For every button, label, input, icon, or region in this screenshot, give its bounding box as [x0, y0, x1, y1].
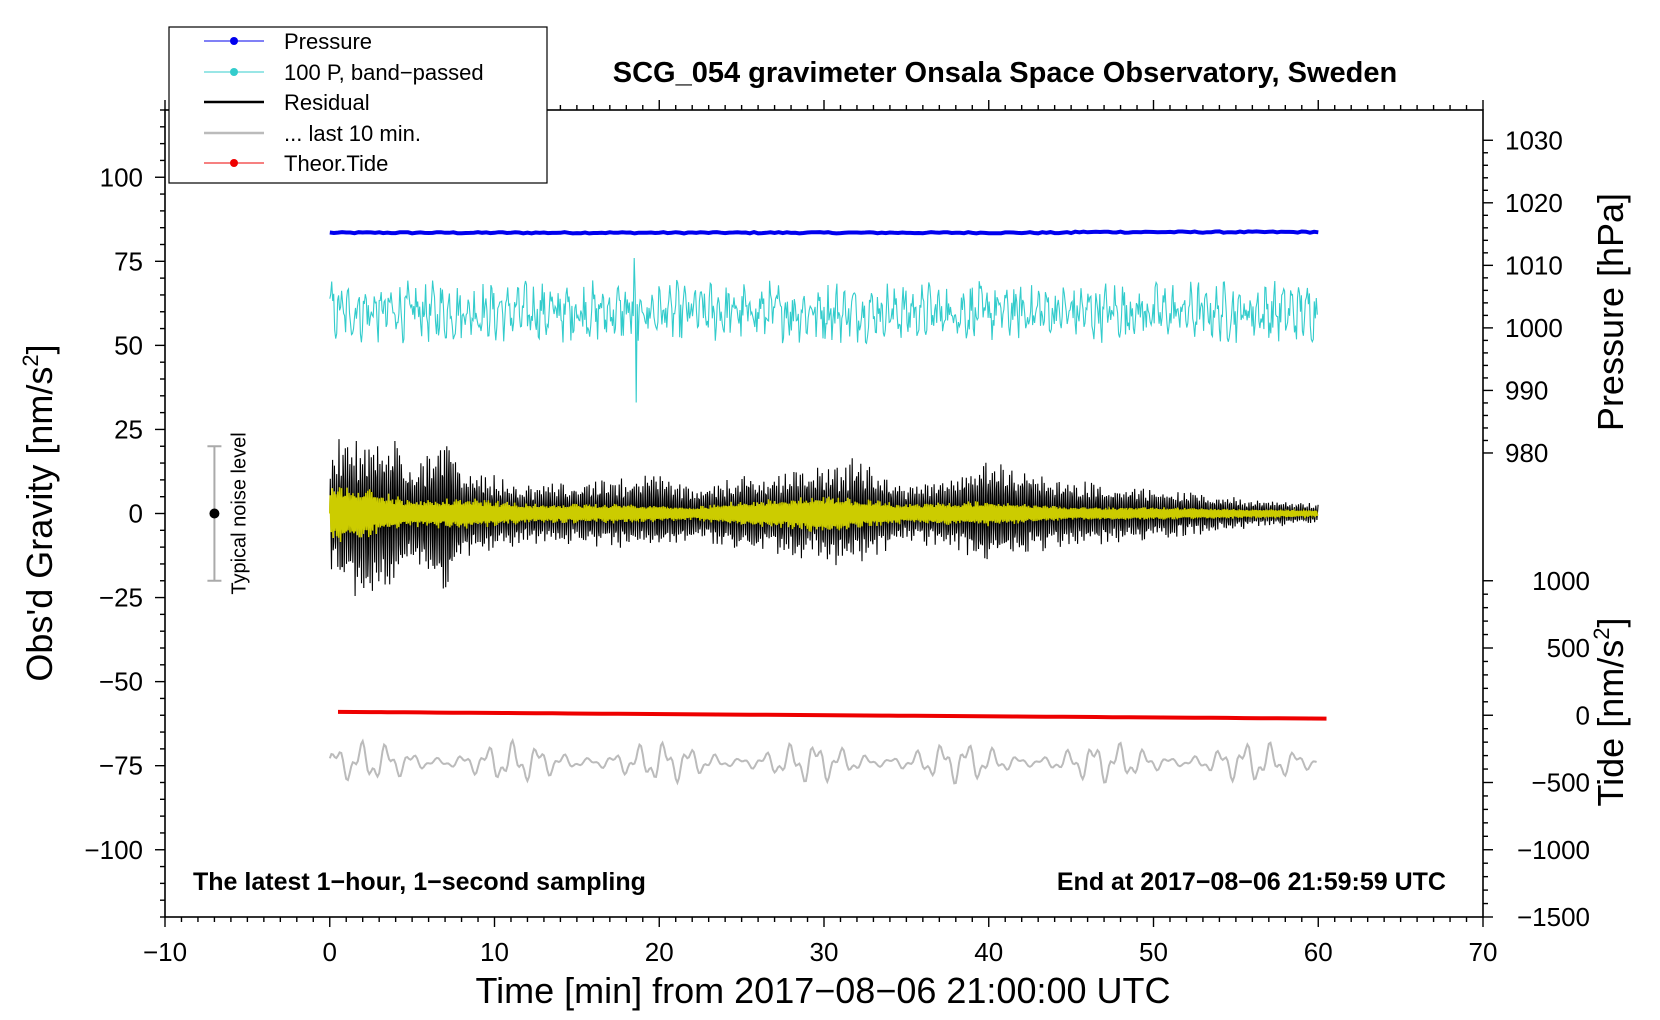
series-pressure	[329, 229, 1319, 236]
legend-box	[168, 26, 548, 184]
pressure-axis-label: Pressure [hPa]	[1590, 193, 1631, 431]
legend-marker-band-passed	[230, 68, 238, 76]
x-tick-label: 40	[974, 937, 1003, 967]
pressure-tick-label: 1020	[1505, 188, 1563, 218]
legend-marker-pressure	[230, 37, 238, 45]
pressure-tick-label: 1030	[1505, 125, 1563, 155]
tide-tick-label: 0	[1576, 700, 1590, 730]
y-tick-label: −25	[99, 583, 143, 613]
legend-entry-last-10-min: ... last 10 min.	[204, 121, 421, 146]
tide-tick-label: −500	[1531, 768, 1590, 798]
y-tick-label: 100	[100, 162, 143, 192]
x-tick-label: 70	[1469, 937, 1498, 967]
tide-tick-label: −1000	[1517, 835, 1590, 865]
x-tick-label: −10	[143, 937, 187, 967]
pressure-tick-label: 1000	[1505, 313, 1563, 343]
tide-axis-label-main: Tide [nm/s	[1590, 640, 1631, 807]
legend-marker-theor-tide	[230, 159, 238, 167]
pressure-tick-label: 990	[1505, 375, 1548, 405]
series-layer	[328, 229, 1327, 786]
y-tick-label: −50	[99, 667, 143, 697]
y-axis-label: Obs'd Gravity [nm/s2]	[18, 344, 60, 681]
x-axis-ticks: −10 0 10 20 30 40 50 60 70	[143, 100, 1498, 967]
legend-entry-theor-tide: Theor.Tide	[204, 151, 388, 176]
y-axis-label-end: ]	[19, 344, 60, 354]
pressure-axis-ticks: 980 990 1000 1010 1020 1030	[1483, 125, 1563, 468]
tide-tick-label: 500	[1547, 633, 1590, 663]
legend-label-last-10-min: ... last 10 min.	[284, 121, 421, 146]
tide-tick-label: −1500	[1517, 902, 1590, 932]
x-tick-label: 10	[480, 937, 509, 967]
pressure-tick-label: 1010	[1505, 250, 1563, 280]
x-axis-label: Time [min] from 2017−08−06 21:00:00 UTC	[475, 970, 1170, 1011]
x-tick-label: 60	[1304, 937, 1333, 967]
pressure-tick-label: 980	[1505, 438, 1548, 468]
legend-entry-pressure: Pressure	[204, 29, 372, 54]
annotation-sampling: The latest 1−hour, 1−second sampling	[193, 868, 646, 896]
x-tick-label: 50	[1139, 937, 1168, 967]
legend-label-band-passed: 100 P, band−passed	[284, 60, 484, 85]
legend-label-theor-tide: Theor.Tide	[284, 151, 388, 176]
x-tick-label: 0	[323, 937, 337, 967]
noise-level-label: Typical noise level	[228, 432, 250, 594]
tide-axis-ticks: −1500 −1000 −500 0 500 1000	[1483, 566, 1590, 932]
noise-level-dot	[209, 508, 220, 519]
series-residual	[329, 439, 1319, 597]
legend-label-residual: Residual	[284, 90, 370, 115]
y-tick-label: 0	[129, 499, 143, 529]
y-tick-label: −75	[99, 751, 143, 781]
tide-axis-label-end: ]	[1590, 618, 1631, 628]
y-axis-label-sup: 2	[18, 354, 43, 366]
tide-tick-label: 1000	[1532, 566, 1590, 596]
legend: Pressure 100 P, band−passed Residual ...…	[168, 26, 548, 184]
annotation-end-time: End at 2017−08−06 21:59:59 UTC	[1057, 868, 1446, 896]
series-last-10-min	[328, 737, 1317, 786]
y-tick-label: 50	[114, 330, 143, 360]
y-axis-label-main: Obs'd Gravity [nm/s	[19, 367, 60, 682]
x-tick-label: 30	[810, 937, 839, 967]
noise-level-indicator: Typical noise level	[207, 432, 250, 595]
series-pressure-band-passed	[329, 257, 1318, 403]
series-theor-tide	[337, 709, 1327, 721]
y-tick-label: −100	[84, 835, 143, 865]
series-residual-band-passed	[329, 487, 1319, 543]
legend-entry-band-passed: 100 P, band−passed	[204, 60, 484, 85]
y-tick-label: 75	[114, 246, 143, 276]
tide-axis-label-sup: 2	[1589, 628, 1614, 640]
y-tick-label: 25	[114, 414, 143, 444]
chart-title: SCG_054 gravimeter Onsala Space Observat…	[613, 57, 1397, 89]
y-axis-ticks: −100 −75 −50 −25 0 25 50 75 100	[84, 109, 165, 918]
tide-axis-label: Tide [nm/s2]	[1589, 618, 1631, 807]
legend-label-pressure: Pressure	[284, 29, 372, 54]
legend-entry-residual: Residual	[204, 90, 370, 115]
x-tick-label: 20	[645, 937, 674, 967]
